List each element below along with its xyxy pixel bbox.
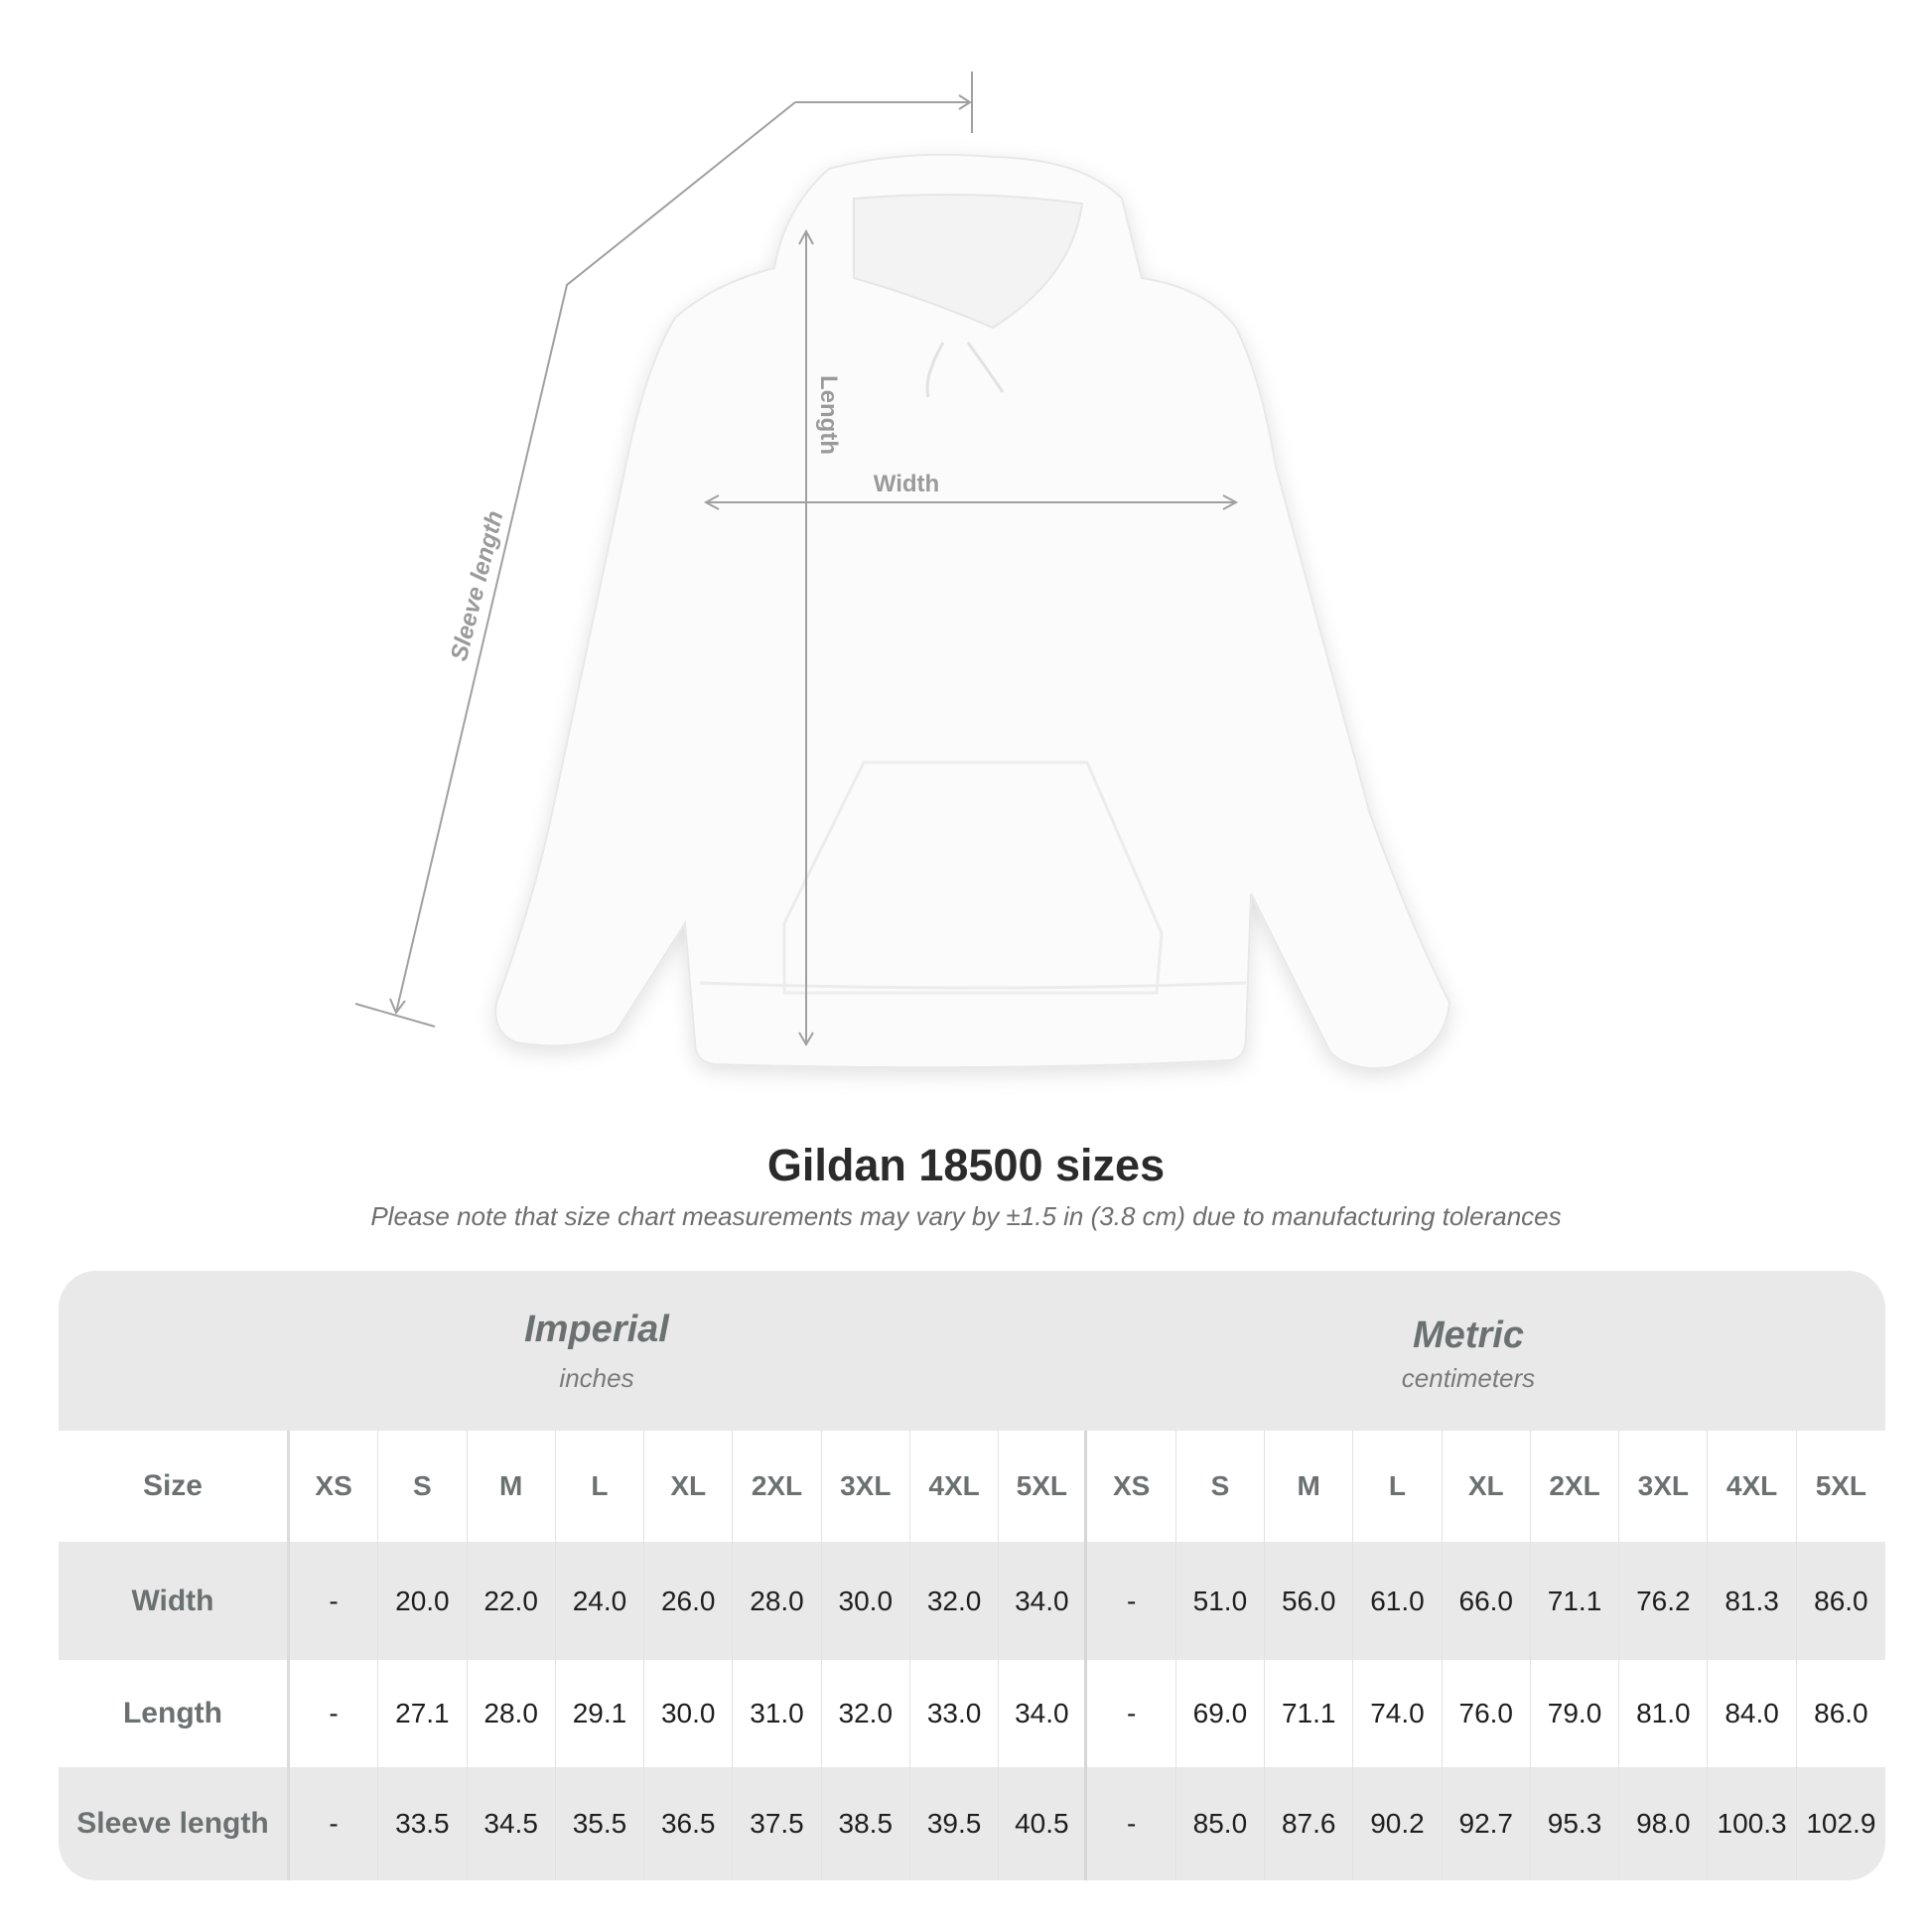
- value-cell: 92.7: [1443, 1767, 1531, 1880]
- size-header-cell: 5XL: [999, 1431, 1088, 1542]
- table-row: Sleeve length -33.5 34.5 35.5 36.5 37.5 38.5 39…: [59, 1767, 1885, 1880]
- size-header-cell: 4XL: [910, 1431, 1000, 1542]
- value-cell: 30.0: [822, 1542, 910, 1660]
- value-cell: 102.9: [1806, 1808, 1876, 1839]
- measurement-lines: [354, 71, 1239, 1046]
- table-row: Length -27.1 28.0 29.1 30.0 31.0 32.0 33.0 34.0-…: [59, 1660, 1885, 1767]
- value-cell: -: [290, 1660, 379, 1767]
- value-cell: 36.5: [644, 1767, 734, 1880]
- value-cell: 34.0: [999, 1660, 1088, 1767]
- value-cell: 33.0: [910, 1660, 1000, 1767]
- size-header-cell: 3XL: [1619, 1431, 1709, 1542]
- value-cell: 34.0: [999, 1542, 1088, 1660]
- value-cell: 22.0: [468, 1542, 556, 1660]
- value-cell: 84.0: [1708, 1660, 1797, 1767]
- value-cell: 86.0: [1814, 1698, 1868, 1728]
- size-header-cell: 2XL: [733, 1431, 822, 1542]
- length-label: Length: [815, 375, 842, 455]
- metric-title: Metric: [1413, 1314, 1524, 1356]
- value-cell: 86.0: [1814, 1585, 1868, 1616]
- size-header-cell: 4XL: [1708, 1431, 1797, 1542]
- value-cell: 61.0: [1353, 1542, 1443, 1660]
- table-row: Width -20.0 22.0 24.0 26.0 28.0 30.0 32.0 34.0-5…: [59, 1542, 1885, 1660]
- value-cell: 81.0: [1619, 1660, 1709, 1767]
- value-cell: 30.0: [644, 1660, 734, 1767]
- value-cell: -: [1087, 1660, 1176, 1767]
- size-header-cell: XL: [644, 1431, 734, 1542]
- size-row: Size XS S M L XL 2XL 3XL 4XL 5XL XS S M L XL 2XL 3XL 4XL…: [59, 1431, 1885, 1542]
- value-cell: 38.5: [822, 1767, 910, 1880]
- size-header-cell: L: [1353, 1431, 1443, 1542]
- value-cell: 81.3: [1708, 1542, 1797, 1660]
- imperial-header: Imperial inches: [348, 1309, 845, 1394]
- value-cell: 34.5: [468, 1767, 556, 1880]
- value-cell: 31.0: [733, 1660, 822, 1767]
- imperial-title: Imperial: [524, 1309, 669, 1350]
- size-header-cell: 5XL: [1815, 1470, 1867, 1501]
- size-header-cell: M: [1265, 1431, 1354, 1542]
- value-cell: 20.0: [378, 1542, 468, 1660]
- value-cell: 51.0: [1176, 1542, 1266, 1660]
- value-cell: 87.6: [1265, 1767, 1354, 1880]
- sleeve-length-label: Sleeve length: [446, 508, 509, 664]
- sleeve-line: [395, 101, 796, 1014]
- width-label: Width: [874, 471, 939, 497]
- metric-header: Metric centimeters: [1220, 1314, 1717, 1394]
- value-cell: -: [1087, 1767, 1176, 1880]
- size-header-cell: XS: [1087, 1431, 1176, 1542]
- value-cell: 29.1: [556, 1660, 645, 1767]
- value-cell: 56.0: [1265, 1542, 1354, 1660]
- value-cell: -: [1087, 1542, 1176, 1660]
- size-header-cell: XL: [1443, 1431, 1531, 1542]
- tolerance-note: Please note that size chart measurements…: [370, 1201, 1562, 1231]
- value-cell: 79.0: [1531, 1660, 1620, 1767]
- row-label: Width: [59, 1542, 290, 1660]
- value-cell: -: [290, 1767, 379, 1880]
- value-cell: 95.3: [1531, 1767, 1620, 1880]
- value-cell: 37.5: [733, 1767, 822, 1880]
- value-cell: 90.2: [1353, 1767, 1443, 1880]
- value-cell: 26.0: [644, 1542, 734, 1660]
- hoodie-image: [494, 153, 1451, 1069]
- value-cell: 71.1: [1265, 1660, 1354, 1767]
- value-cell: 76.0: [1443, 1660, 1531, 1767]
- size-table: Imperial inches Metric centimeters Size …: [59, 1271, 1885, 1880]
- value-cell: 76.2: [1619, 1542, 1709, 1660]
- value-cell: 98.0: [1619, 1767, 1709, 1880]
- page-title: Gildan 18500 sizes: [766, 1140, 1166, 1190]
- value-cell: 33.5: [378, 1767, 468, 1880]
- size-label: Size: [59, 1431, 290, 1542]
- value-cell: 66.0: [1443, 1542, 1531, 1660]
- value-cell: 27.1: [378, 1660, 468, 1767]
- value-cell: 32.0: [822, 1660, 910, 1767]
- value-cell: 74.0: [1353, 1660, 1443, 1767]
- value-cell: 28.0: [733, 1542, 822, 1660]
- size-header-cell: 3XL: [822, 1431, 910, 1542]
- value-cell: 24.0: [556, 1542, 645, 1660]
- size-header-cell: L: [556, 1431, 645, 1542]
- size-header-cell: XS: [290, 1431, 379, 1542]
- value-cell: -: [290, 1542, 379, 1660]
- value-cell: 85.0: [1176, 1767, 1266, 1880]
- row-label: Sleeve length: [59, 1767, 290, 1880]
- metric-unit: centimeters: [1401, 1363, 1536, 1393]
- hoodie-diagram: Length Width Sleeve length: [354, 71, 1451, 1069]
- size-header-cell: S: [1176, 1431, 1266, 1542]
- unit-header: [59, 1271, 1885, 1431]
- value-cell: 32.0: [910, 1542, 1000, 1660]
- value-cell: 40.5: [999, 1767, 1088, 1880]
- size-header-cell: 2XL: [1531, 1431, 1620, 1542]
- value-cell: 39.5: [910, 1767, 1000, 1880]
- value-cell: 69.0: [1176, 1660, 1266, 1767]
- size-header-cell: M: [468, 1431, 556, 1542]
- imperial-unit: inches: [559, 1363, 634, 1393]
- value-cell: 71.1: [1531, 1542, 1620, 1660]
- value-cell: 28.0: [468, 1660, 556, 1767]
- row-label: Length: [59, 1660, 290, 1767]
- value-cell: 35.5: [556, 1767, 645, 1880]
- size-header-cell: S: [378, 1431, 468, 1542]
- value-cell: 100.3: [1708, 1767, 1797, 1880]
